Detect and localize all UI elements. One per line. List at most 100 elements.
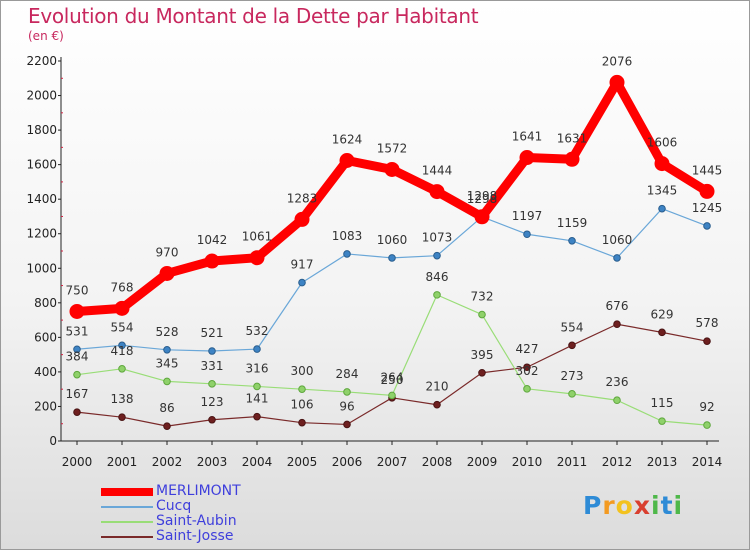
data-point-cucq-2010: [523, 230, 531, 239]
data-label-merlimont-2002: 970: [156, 245, 179, 259]
data-label-merlimont-2008: 1444: [422, 164, 453, 178]
data-point-cucq-2004: [253, 345, 261, 353]
data-label-merlimont-2001: 768: [111, 280, 134, 294]
x-tick-label-2012: 2012: [602, 455, 633, 469]
chart-title: Evolution du Montant de la Dette par Hab…: [28, 4, 479, 28]
data-point-saint-aubin-2014: [703, 421, 711, 429]
x-tick-label-2000: 2000: [62, 455, 93, 469]
data-point-saint-josse-2010: [523, 363, 531, 372]
data-point-merlimont-2001: [114, 300, 130, 316]
x-tick-label-2002: 2002: [152, 455, 183, 469]
y-tick-label-800: 800: [34, 296, 57, 310]
data-label-saint-aubin-2006: 284: [336, 367, 359, 381]
data-label-saint-josse-2013: 629: [651, 307, 674, 321]
y-tick-label-0: 0: [49, 434, 57, 448]
data-point-cucq-2002: [163, 346, 171, 354]
data-point-cucq-2006: [343, 250, 351, 258]
data-point-merlimont-2006: [339, 152, 355, 168]
legend-label-saint-josse: Saint-Josse: [156, 528, 234, 544]
data-point-merlimont-2005: [294, 211, 310, 227]
data-label-saint-aubin-2004: 316: [246, 361, 269, 375]
y-tick-label-1000: 1000: [26, 261, 57, 275]
data-label-saint-aubin-2010: 302: [516, 364, 539, 378]
data-label-merlimont-2013: 1606: [647, 136, 678, 150]
data-label-cucq-2000: 531: [66, 324, 89, 338]
data-label-merlimont-2004: 1061: [242, 230, 273, 244]
data-point-saint-josse-2012: [613, 320, 621, 329]
data-point-cucq-2008: [433, 251, 441, 260]
x-tick-label-2009: 2009: [467, 455, 498, 469]
data-point-saint-aubin-2003: [208, 380, 216, 388]
x-tick-label-2008: 2008: [422, 455, 453, 469]
data-point-saint-josse-2014: [703, 337, 711, 345]
legend: MERLIMONT Cucq Saint-Aubin Saint-Josse: [101, 483, 341, 544]
data-label-merlimont-2009: 1298: [467, 189, 498, 203]
data-point-saint-josse-2001: [118, 413, 126, 421]
data-label-cucq-2002: 528: [156, 325, 179, 339]
data-label-saint-aubin-2003: 331: [201, 359, 224, 373]
data-label-saint-aubin-2001: 418: [111, 344, 134, 358]
data-label-saint-aubin-2011: 273: [561, 369, 584, 383]
data-point-saint-aubin-2007: [388, 391, 396, 400]
data-point-saint-josse-2013: [658, 328, 666, 337]
data-label-saint-josse-2011: 554: [561, 320, 584, 334]
data-label-cucq-2001: 554: [111, 320, 134, 334]
data-point-cucq-2003: [208, 347, 216, 355]
legend-item-saint-josse: Saint-Josse: [101, 528, 341, 544]
data-label-saint-josse-2012: 676: [606, 299, 629, 313]
data-label-merlimont-2007: 1572: [377, 141, 408, 155]
data-label-cucq-2005: 917: [291, 258, 314, 272]
data-point-saint-aubin-2011: [568, 390, 576, 398]
data-label-saint-josse-2006: 96: [339, 399, 354, 413]
x-tick-label-2004: 2004: [242, 455, 273, 469]
data-label-saint-aubin-2009: 732: [471, 290, 494, 304]
data-point-saint-josse-2006: [343, 420, 351, 429]
y-tick-label-600: 600: [34, 330, 57, 344]
x-tick-label-2001: 2001: [107, 455, 138, 469]
data-label-saint-josse-2002: 86: [159, 401, 174, 415]
data-label-saint-aubin-2000: 384: [66, 350, 89, 364]
x-tick-label-2005: 2005: [287, 455, 318, 469]
data-point-saint-aubin-2013: [658, 417, 666, 425]
y-tick-label-1800: 1800: [26, 123, 57, 137]
data-point-saint-aubin-2005: [298, 385, 306, 393]
data-point-cucq-2013: [658, 204, 666, 213]
legend-swatch-cucq: [101, 506, 153, 508]
data-point-saint-aubin-2009: [478, 310, 486, 319]
data-point-saint-josse-2003: [208, 415, 216, 424]
data-point-cucq-2012: [613, 254, 621, 262]
data-point-saint-aubin-2006: [343, 388, 351, 396]
data-label-saint-josse-2008: 210: [426, 380, 449, 394]
data-label-merlimont-2003: 1042: [197, 233, 228, 247]
data-point-saint-aubin-2008: [433, 291, 441, 299]
data-label-saint-aubin-2002: 345: [156, 356, 179, 370]
data-point-saint-aubin-2001: [118, 365, 126, 373]
legend-item-merlimont: MERLIMONT: [101, 483, 341, 499]
x-tick-label-2007: 2007: [377, 455, 408, 469]
data-label-saint-josse-2001: 138: [111, 392, 134, 406]
data-label-saint-aubin-2012: 236: [606, 375, 629, 389]
data-point-merlimont-2014: [699, 183, 715, 199]
data-point-merlimont-2009: [474, 209, 490, 225]
y-tick-label-1200: 1200: [26, 227, 57, 241]
data-label-merlimont-2005: 1283: [287, 191, 318, 205]
data-label-cucq-2011: 1159: [557, 216, 588, 230]
data-label-cucq-2008: 1073: [422, 231, 453, 245]
legend-item-saint-aubin: Saint-Aubin: [101, 513, 341, 529]
data-point-merlimont-2010: [519, 150, 535, 166]
data-label-saint-josse-2007: 250: [381, 373, 404, 387]
legend-swatch-saint-josse: [101, 536, 153, 538]
data-point-saint-josse-2005: [298, 418, 306, 427]
data-label-saint-josse-2000: 167: [66, 387, 89, 401]
proxiti-logo: Proxiti: [583, 491, 684, 520]
data-label-cucq-2010: 1197: [512, 209, 543, 223]
data-point-merlimont-2007: [384, 161, 400, 177]
data-point-saint-josse-2008: [433, 400, 441, 409]
data-point-merlimont-2011: [564, 151, 580, 167]
data-label-merlimont-2014: 1445: [692, 163, 723, 177]
data-label-cucq-2004: 532: [246, 324, 269, 338]
data-label-cucq-2014: 1245: [692, 201, 723, 215]
data-label-cucq-2009: 1298: [467, 192, 498, 206]
